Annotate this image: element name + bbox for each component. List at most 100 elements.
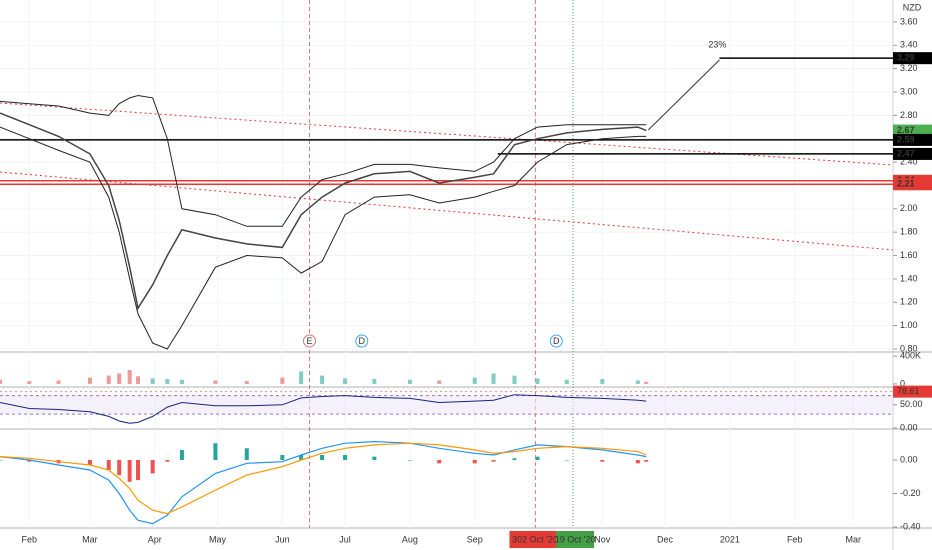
macd-histogram-bar <box>244 448 249 460</box>
band-upper <box>0 94 647 227</box>
x-tick-label: Feb <box>787 534 803 544</box>
y-tick-label: 2.00 <box>900 203 918 213</box>
trendline <box>0 102 894 166</box>
volume-bar <box>165 379 170 384</box>
rsi-line <box>0 394 647 424</box>
y-tick-label: 1.20 <box>900 297 918 307</box>
x-tick-label: Sep <box>467 534 483 544</box>
arrow <box>647 59 720 131</box>
volume-bar <box>437 380 442 384</box>
currency: NZD <box>903 2 922 12</box>
volume-bar <box>27 381 32 384</box>
macd-histogram-bar <box>535 456 540 460</box>
event-marker <box>549 334 563 348</box>
macd-histogram-bar <box>472 459 477 464</box>
volume-bar <box>106 375 111 384</box>
x-tick-label: May <box>209 534 227 544</box>
price-label-box <box>893 52 932 65</box>
price-label: 2.67 <box>897 125 915 135</box>
price-label-box <box>893 133 932 146</box>
x-tick-label: Mar <box>82 534 98 544</box>
y-tick-label: 1.40 <box>900 273 918 283</box>
volume-bar <box>600 379 605 384</box>
x-tick-label: Jul <box>339 534 351 544</box>
macd-histogram-bar <box>372 456 377 460</box>
y-tick-label: 0 <box>900 378 905 388</box>
volume-bar <box>512 375 517 384</box>
event-label: D <box>359 336 366 346</box>
volume-bar <box>372 379 377 384</box>
y-tick-label: -0.40 <box>900 521 921 531</box>
event-label: E <box>307 336 313 346</box>
volume-bar <box>343 378 348 384</box>
crosshair-label: 19 Oct '20 <box>555 534 596 544</box>
band-lower <box>0 126 647 350</box>
macd-histogram-bar <box>127 459 132 482</box>
crosshair-label: 02 Oct '20 <box>517 534 558 544</box>
event-label: D <box>553 336 560 346</box>
macd-histogram-bar <box>117 459 122 476</box>
x-tick-label: 2021 <box>720 534 740 544</box>
volume-bar <box>535 378 540 384</box>
price-label: 2.47 <box>897 148 915 158</box>
macd-histogram-bar <box>299 454 304 460</box>
y-tick-label: 1.00 <box>900 320 918 330</box>
macd-histogram-bar <box>320 454 325 460</box>
y-tick-label: 3.40 <box>900 40 918 50</box>
y-tick-label: 0.00 <box>900 422 918 432</box>
crosshair-label: 3 <box>512 534 517 544</box>
macd-histogram-bar <box>0 459 2 461</box>
current-box <box>893 385 932 398</box>
event-marker <box>355 334 369 348</box>
y-tick-label: 50.00 <box>900 399 923 409</box>
macd-line <box>0 442 647 515</box>
volume-bar <box>635 380 640 384</box>
volume-bar <box>244 381 249 384</box>
price-label-box <box>893 178 932 191</box>
macd-histogram-bar <box>179 449 184 460</box>
volume-bar <box>320 375 325 384</box>
x-tick-label: Mar <box>846 534 862 544</box>
macd-histogram-bar <box>644 459 649 462</box>
macd-histogram-bar <box>491 459 496 462</box>
y-tick-label: 2.80 <box>900 110 918 120</box>
volume-bar <box>299 371 304 384</box>
volume-bar <box>0 379 2 384</box>
y-tick-label: 1.80 <box>900 227 918 237</box>
macd-histogram-bar <box>437 459 442 464</box>
volume-bar <box>491 373 496 384</box>
macd-histogram-bar <box>407 459 412 461</box>
volume-bar <box>280 377 285 384</box>
y-tick-label: 0.00 <box>900 454 918 464</box>
arrow-label: 23% <box>708 39 726 49</box>
price-label-box <box>893 147 932 160</box>
y-tick-label: 400K <box>900 350 921 360</box>
trendline <box>0 171 894 251</box>
price-label: 2.59 <box>897 134 915 144</box>
x-tick-label: Aug <box>402 534 418 544</box>
volume-bar <box>644 381 649 384</box>
y-tick-label: 3.60 <box>900 16 918 26</box>
rsi-band-fill <box>0 395 893 415</box>
volume-bar <box>407 379 412 384</box>
macd-histogram-bar <box>600 459 605 462</box>
y-tick-label: 3.20 <box>900 63 918 73</box>
price-label: 2.21 <box>897 179 915 189</box>
x-tick-label: Jun <box>275 534 290 544</box>
volume-bar <box>87 377 92 384</box>
macd-histogram-bar <box>280 454 285 460</box>
macd-line <box>0 440 647 525</box>
volume-bar <box>150 378 155 384</box>
y-tick-label: 3.00 <box>900 86 918 96</box>
event-marker <box>303 334 317 348</box>
macd-histogram-bar <box>87 459 92 466</box>
macd-histogram-bar <box>564 459 569 461</box>
volume-bar <box>117 373 122 384</box>
macd-histogram-bar <box>213 443 218 460</box>
x-tick-label: Feb <box>22 534 38 544</box>
macd-histogram-bar <box>27 459 32 462</box>
price-line <box>0 112 647 311</box>
volume-bar <box>56 380 61 384</box>
y-tick-label: 0.80 <box>900 343 918 353</box>
